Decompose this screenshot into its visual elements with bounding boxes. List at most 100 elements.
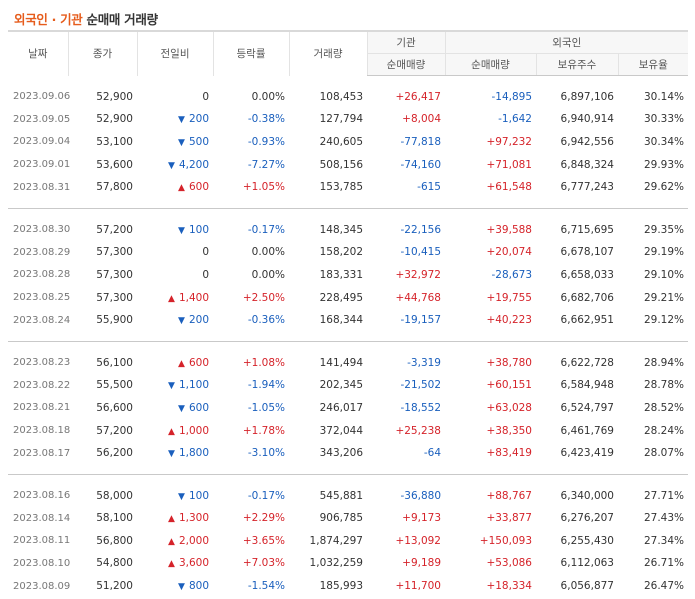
cell-volume: 228,495 (319, 291, 363, 304)
cell-foreign-hold: 6,524,797 (560, 401, 614, 414)
cell-change: ▼ 1,100 (137, 374, 213, 397)
cell-foreign-hold: 6,255,430 (560, 534, 614, 547)
cell-volume: 202,345 (319, 379, 363, 392)
group-spacer (8, 474, 688, 484)
cell-close: 57,200 (96, 223, 133, 236)
group-spacer (8, 76, 688, 86)
cell-change: ▼ 100 (137, 484, 213, 507)
group-spacer (8, 341, 688, 351)
cell-foreign-net: +38,780 (486, 356, 532, 369)
cell-close: 53,600 (96, 158, 133, 171)
cell-change: 0 (137, 264, 213, 287)
cell-volume: 153,785 (319, 181, 363, 194)
header-rate: 등락률 (212, 30, 289, 76)
cell-foreign-hold: 6,056,877 (560, 580, 614, 593)
cell-inst-net: -64 (423, 447, 441, 460)
cell-date: 2023.08.10 (13, 557, 71, 569)
cell-close: 55,900 (96, 314, 133, 327)
table-row: 2023.08.25 57,300 ▲ 1,400 +2.50% 228,495 +44,7… (8, 286, 688, 309)
cell-inst-net: -18,552 (400, 401, 441, 414)
triangle-up-icon: ▲ (168, 426, 175, 437)
cell-foreign-hold: 6,276,207 (560, 512, 614, 525)
triangle-up-icon: ▲ (178, 183, 185, 194)
cell-close: 52,900 (96, 113, 133, 126)
cell-foreign-ratio: 28.52% (643, 401, 684, 414)
table-title: 외국인 · 기관 순매매 거래량 (14, 9, 158, 28)
change-value: 3,600 (178, 557, 209, 570)
cell-change: ▲ 1,400 (137, 286, 213, 309)
cell-change: ▲ 3,600 (137, 552, 213, 575)
table-row: 2023.08.22 55,500 ▼ 1,100 -1.94% 202,345 -21,5… (8, 374, 688, 397)
cell-volume: 240,605 (319, 135, 363, 148)
cell-change: ▼ 200 (137, 309, 213, 332)
cell-foreign-hold: 6,622,728 (560, 356, 614, 369)
change-value: 1,800 (178, 447, 209, 460)
cell-close: 57,800 (96, 181, 133, 194)
header-change: 전일비 (136, 30, 213, 76)
change-value: 600 (188, 356, 209, 369)
cell-foreign-hold: 6,423,419 (560, 447, 614, 460)
triangle-down-icon: ▼ (178, 582, 185, 593)
cell-change: 0 (137, 86, 213, 109)
cell-foreign-net: +20,074 (486, 246, 532, 259)
cell-close: 55,500 (96, 379, 133, 392)
table-row: 2023.08.28 57,300 0 0.00% 183,331 +32,972 -28,… (8, 264, 688, 287)
cell-foreign-net: +97,232 (486, 135, 532, 148)
cell-inst-net: +9,173 (402, 512, 441, 525)
change-value: 200 (188, 113, 209, 126)
cell-change: ▲ 600 (137, 176, 213, 199)
table-row: 2023.09.06 52,900 0 0.00% 108,453 +26,417 -14,… (8, 86, 688, 109)
cell-foreign-net: +40,223 (486, 314, 532, 327)
cell-inst-net: +32,972 (395, 268, 441, 281)
header-date: 날짜 (8, 30, 68, 76)
cell-date: 2023.08.16 (13, 490, 71, 502)
cell-inst-net: -36,880 (400, 489, 441, 502)
table-row: 2023.08.18 57,200 ▲ 1,000 +1.78% 372,044 +25,2… (8, 419, 688, 442)
cell-inst-net: +8,004 (402, 113, 441, 126)
cell-foreign-net: +71,081 (486, 158, 532, 171)
table-row: 2023.08.14 58,100 ▲ 1,300 +2.29% 906,785 +9,17… (8, 507, 688, 530)
cell-close: 58,100 (96, 512, 133, 525)
cell-volume: 343,206 (319, 447, 363, 460)
cell-foreign-ratio: 26.47% (643, 580, 684, 593)
cell-foreign-ratio: 30.34% (643, 135, 684, 148)
table-row: 2023.08.29 57,300 0 0.00% 158,202 -10,415 +20,… (8, 241, 688, 264)
cell-foreign-hold: 6,777,243 (560, 181, 614, 194)
cell-foreign-net: +83,419 (486, 447, 532, 460)
cell-date: 2023.08.18 (13, 425, 71, 437)
cell-close: 53,100 (96, 135, 133, 148)
cell-change: ▲ 1,000 (137, 419, 213, 442)
header-foreign-hold: 보유주수 (535, 53, 618, 76)
cell-foreign-hold: 6,940,914 (560, 113, 614, 126)
table-row: 2023.08.16 58,000 ▼ 100 -0.17% 545,881 -36,880… (8, 484, 688, 507)
cell-rate: +7.03% (242, 557, 285, 570)
cell-foreign-ratio: 29.12% (643, 314, 684, 327)
cell-change: ▲ 600 (137, 351, 213, 374)
cell-foreign-net: +61,548 (486, 181, 532, 194)
header-institution-group: 기관 (366, 30, 445, 54)
cell-inst-net: -3,319 (407, 356, 441, 369)
cell-close: 57,200 (96, 424, 133, 437)
cell-change: ▼ 1,800 (137, 442, 213, 465)
cell-volume: 1,874,297 (309, 534, 363, 547)
change-value: 800 (188, 580, 209, 593)
title-institution: 기관 (60, 12, 83, 27)
table-row: 2023.08.30 57,200 ▼ 100 -0.17% 148,345 -22,156… (8, 218, 688, 241)
change-value: 100 (188, 223, 209, 236)
cell-foreign-ratio: 29.21% (643, 291, 684, 304)
cell-date: 2023.08.22 (13, 379, 71, 391)
header-volume: 거래량 (288, 30, 367, 76)
cell-volume: 372,044 (319, 424, 363, 437)
cell-close: 58,000 (96, 489, 133, 502)
cell-volume: 158,202 (319, 246, 363, 259)
header-inst-net: 순매매량 (366, 53, 445, 76)
cell-date: 2023.08.30 (13, 224, 71, 236)
table-row: 2023.09.04 53,100 ▼ 500 -0.93% 240,605 -77,818… (8, 131, 688, 154)
cell-foreign-hold: 6,682,706 (560, 291, 614, 304)
cell-foreign-hold: 6,678,107 (560, 246, 614, 259)
cell-rate: +1.08% (242, 356, 285, 369)
cell-rate: +2.50% (242, 291, 285, 304)
cell-foreign-ratio: 27.43% (643, 512, 684, 525)
triangle-down-icon: ▼ (178, 137, 185, 148)
cell-change: ▼ 800 (137, 575, 213, 598)
